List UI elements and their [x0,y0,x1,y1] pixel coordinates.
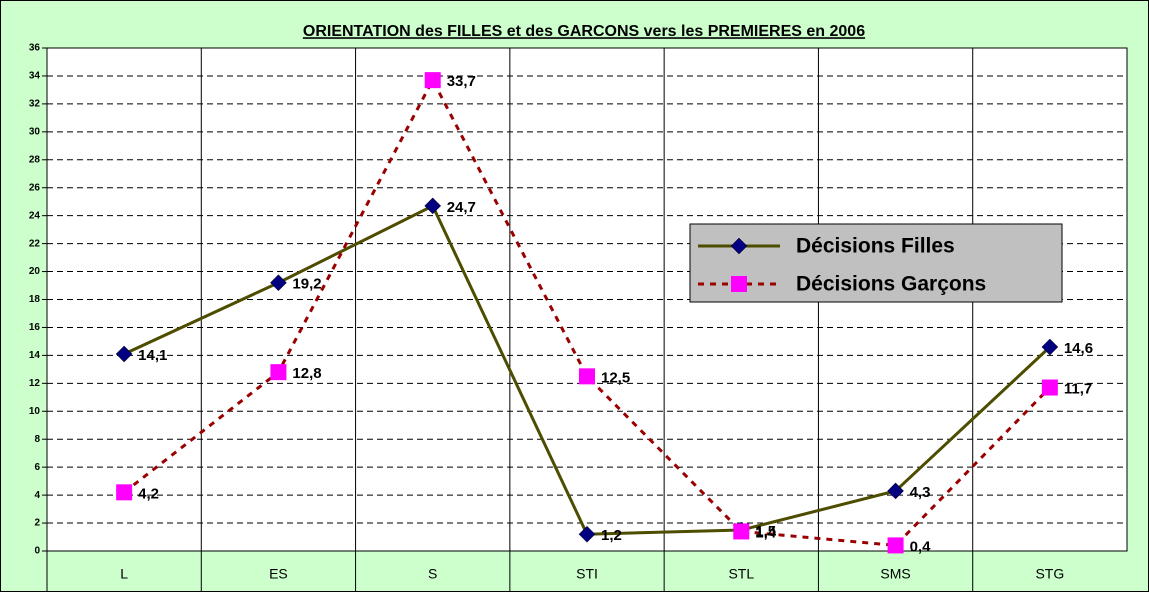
data-label: 14,1 [138,347,167,364]
y-tick-label: 22 [29,238,41,249]
y-tick-label: 34 [29,71,41,82]
legend-label: Décisions Garçons [796,273,986,296]
data-point [1041,338,1059,356]
x-tick-label: S [428,566,437,582]
data-point [579,368,595,385]
y-tick-label: 8 [34,434,40,445]
data-label: 4,2 [138,485,159,502]
data-point [270,364,287,381]
y-tick-label: 0 [34,546,40,557]
legend-marker [730,237,748,255]
data-label: 4,3 [910,484,931,501]
data-label: 33,7 [447,73,476,90]
data-point [116,484,133,501]
x-tick-label: STL [728,566,754,582]
data-point [1041,379,1058,396]
y-tick-label: 30 [29,126,41,137]
x-tick-label: L [120,566,128,582]
chart-title: ORIENTATION des FILLES et des GARCONS ve… [303,23,865,40]
x-tick-label: ES [269,566,288,582]
data-label: 12,5 [601,369,630,386]
x-tick-label: STI [576,566,598,582]
data-point [270,274,287,292]
y-tick-label: 16 [29,322,41,333]
data-label: 12,8 [292,365,321,382]
data-label: 1,2 [601,527,622,544]
y-tick-label: 12 [29,378,41,389]
data-label: 11,7 [1064,380,1092,397]
y-tick-label: 2 [34,518,40,529]
legend-label: Décisions Filles [796,235,955,258]
legend-box [689,223,1063,303]
x-tick-label: SMS [880,566,910,582]
data-label: 1,5 [755,523,776,540]
y-tick-label: 28 [29,154,41,165]
y-tick-label: 14 [29,350,41,361]
legend-marker [731,276,747,292]
data-label: 24,7 [447,199,476,216]
y-tick-label: 10 [29,406,41,417]
data-point [578,525,596,543]
data-label: 19,2 [292,276,321,293]
y-tick-label: 36 [29,43,41,54]
data-point [115,345,133,363]
y-tick-label: 4 [34,490,40,501]
y-tick-label: 24 [29,210,41,221]
data-point [887,482,904,500]
data-point [887,537,904,554]
data-point [733,523,750,540]
y-tick-label: 6 [34,462,40,473]
data-label: 0,4 [910,538,932,555]
y-tick-label: 32 [29,99,41,110]
data-label: 1,4 [755,524,777,541]
y-tick-label: 18 [29,294,41,305]
x-tick-label: STG [1035,566,1064,582]
data-point [424,72,441,89]
data-point [424,197,442,215]
plot-border [46,47,1128,552]
data-label: 14,6 [1064,340,1093,357]
y-tick-label: 26 [29,182,41,193]
y-tick-label: 20 [29,266,41,277]
